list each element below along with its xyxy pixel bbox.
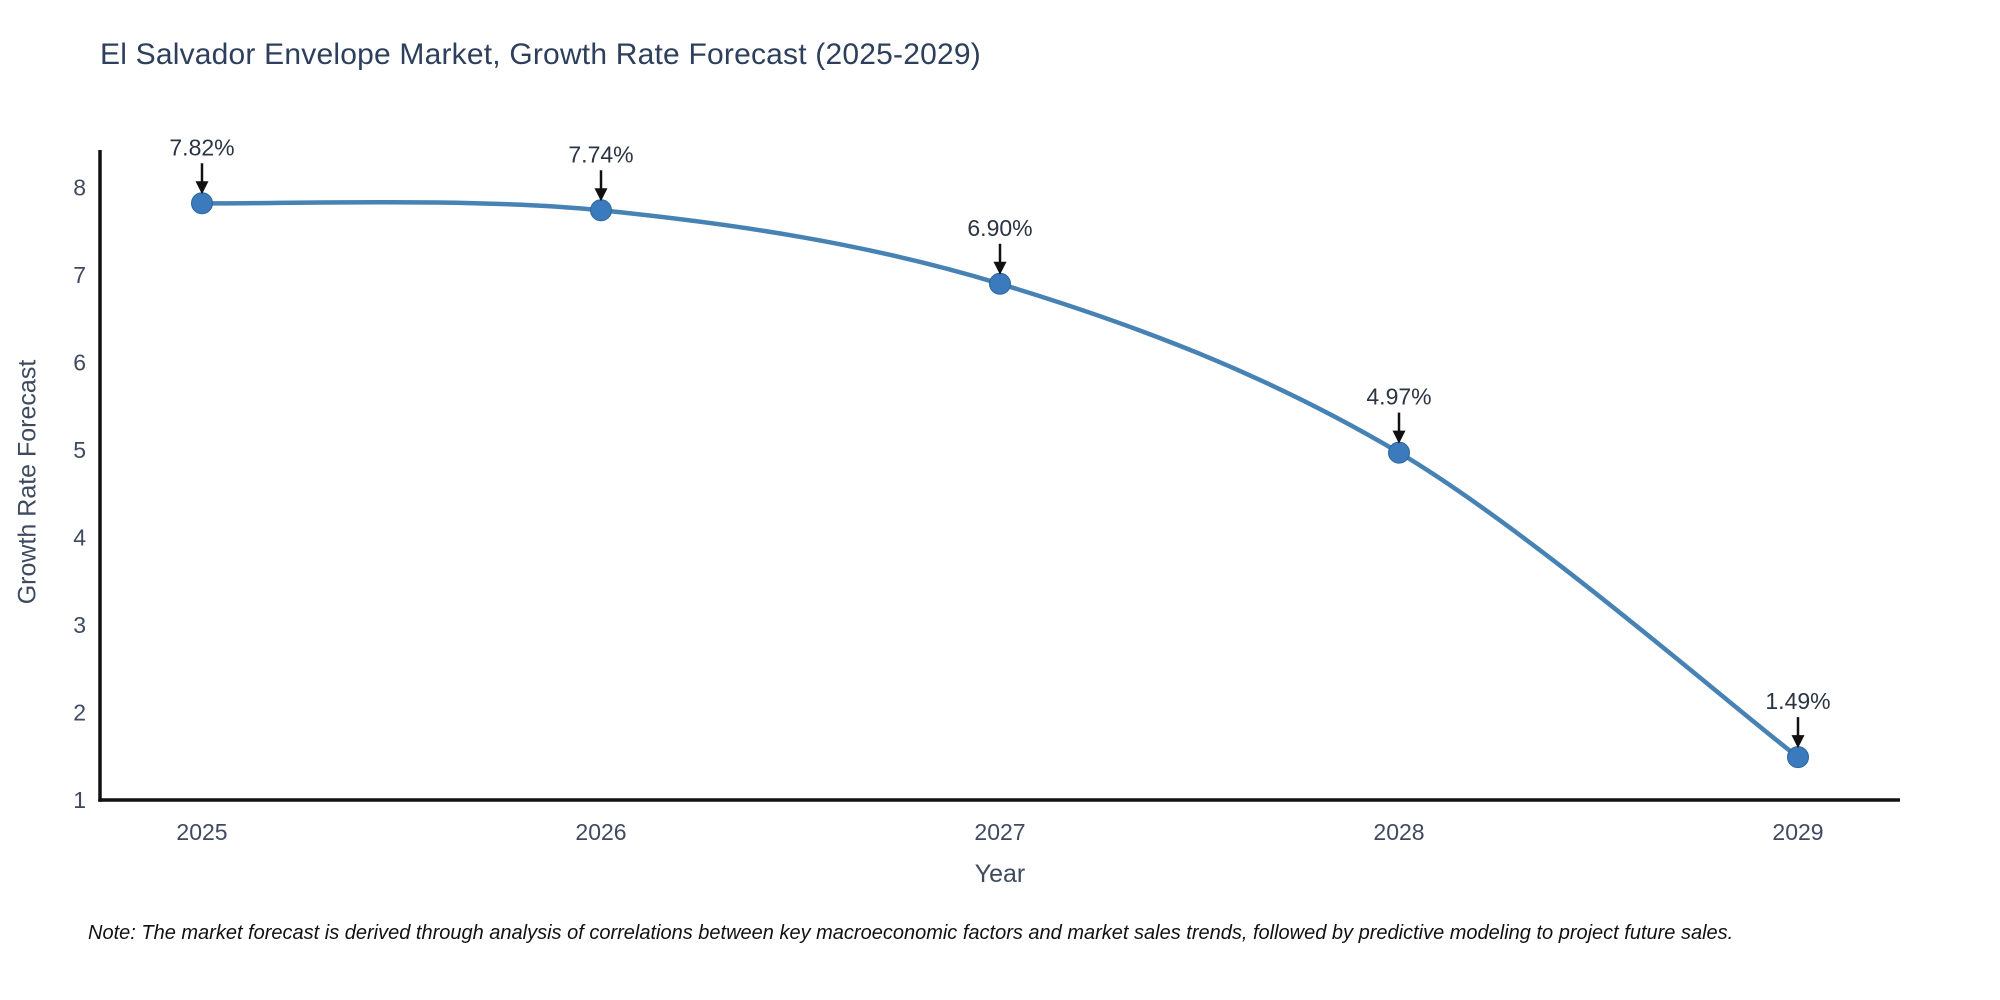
data-point: [191, 192, 213, 215]
data-point: [590, 199, 612, 222]
y-tick-label: 7: [73, 262, 86, 288]
x-tick-label: 2026: [575, 819, 626, 845]
y-tick-label: 4: [73, 525, 86, 551]
annotation-arrowhead: [993, 261, 1007, 275]
x-axis-title: Year: [974, 860, 1026, 888]
point-label: 1.49%: [1765, 688, 1830, 714]
y-tick-label: 8: [73, 175, 86, 201]
annotation-arrowhead: [195, 181, 209, 195]
point-label: 7.74%: [568, 141, 633, 167]
x-tick-label: 2027: [974, 819, 1025, 845]
x-tick-label: 2029: [1772, 819, 1823, 845]
y-tick-label: 3: [73, 612, 86, 638]
data-point: [1787, 746, 1809, 769]
x-tick-label: 2025: [176, 819, 227, 845]
chart-title: El Salvador Envelope Market, Growth Rate…: [100, 38, 981, 71]
point-label: 7.82%: [169, 134, 234, 160]
annotation-arrowhead: [594, 188, 608, 202]
data-point: [989, 272, 1011, 295]
y-tick-label: 5: [73, 437, 86, 463]
annotation-arrowhead: [1791, 735, 1805, 749]
x-tick-label: 2028: [1373, 819, 1424, 845]
point-label: 4.97%: [1366, 384, 1431, 410]
y-tick-label: 2: [73, 700, 86, 726]
point-label: 6.90%: [967, 215, 1032, 241]
y-tick-label: 6: [73, 350, 86, 376]
footnote: Note: The market forecast is derived thr…: [88, 922, 1734, 944]
annotation-arrowhead: [1392, 430, 1406, 444]
data-point: [1388, 441, 1410, 464]
y-tick-label: 1: [73, 787, 86, 813]
